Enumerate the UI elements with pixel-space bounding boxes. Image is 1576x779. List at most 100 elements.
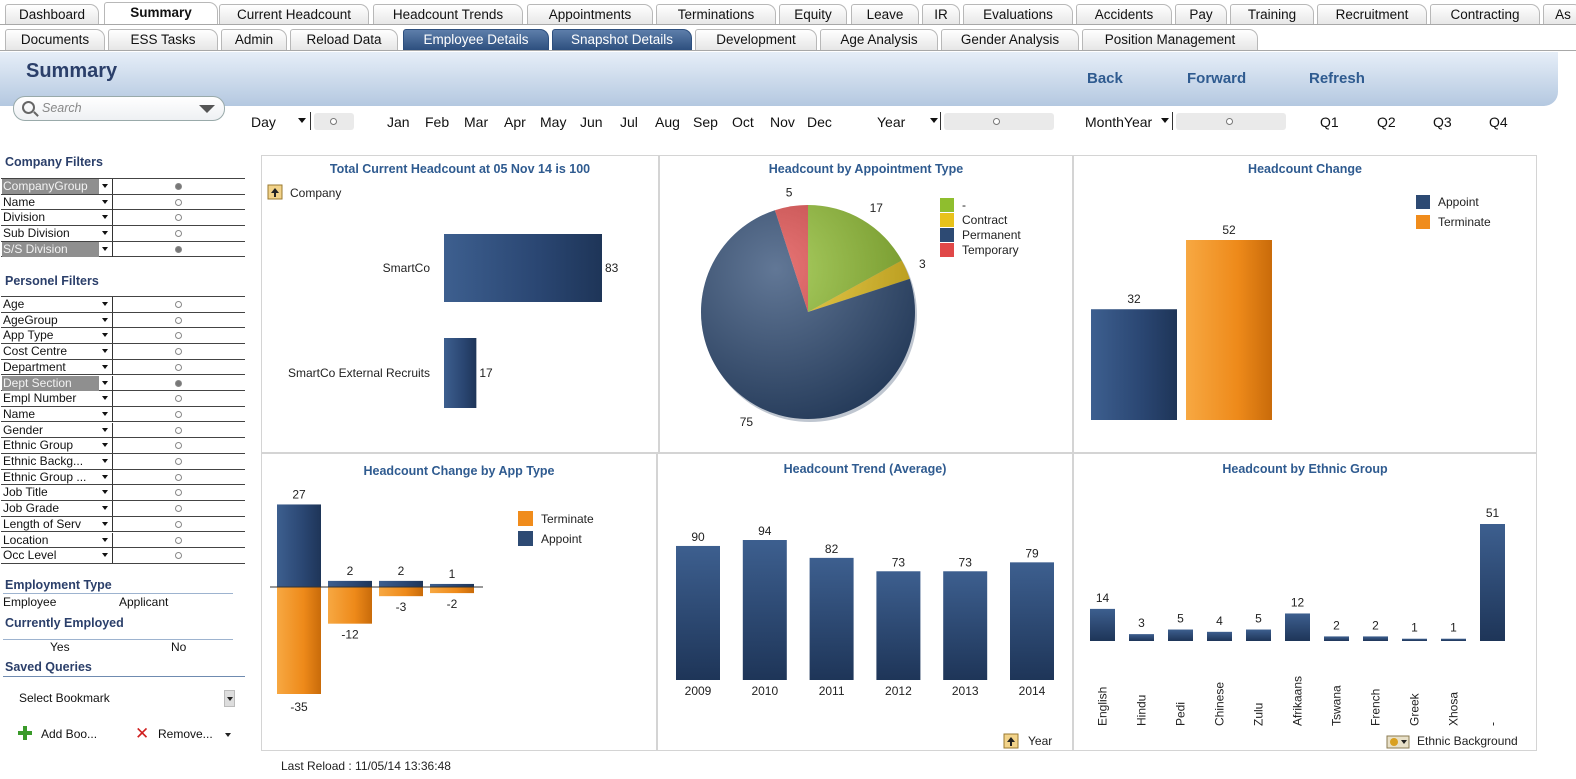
filter-row[interactable]: Ethnic Backg... [1,454,245,470]
bar-terminate[interactable] [430,587,474,594]
bar[interactable] [1441,638,1466,641]
month-jan[interactable]: Jan [387,114,410,130]
filter-slider-knob[interactable] [175,230,182,238]
chevron-down-icon[interactable] [1161,118,1169,123]
chevron-down-icon[interactable] [102,317,108,322]
bar[interactable] [1129,634,1154,641]
tab-terminations[interactable]: Terminations [656,4,776,25]
month-dec[interactable]: Dec [807,114,832,130]
filter-row[interactable]: Age [1,297,245,313]
quarter-q4[interactable]: Q4 [1489,114,1508,130]
month-jun[interactable]: Jun [580,114,603,130]
search-box[interactable]: Search [13,96,225,121]
filter-row[interactable]: Empl Number [1,391,245,407]
filter-row[interactable]: Location [1,532,245,548]
filter-slider-knob[interactable] [175,520,182,528]
bar[interactable] [1402,638,1427,641]
forward-button[interactable]: Forward [1187,70,1247,87]
day-filter-label[interactable]: Day [251,114,276,130]
refresh-button[interactable]: Refresh [1309,70,1365,87]
filter-label[interactable]: Cost Centre [3,344,68,359]
tab-age-analysis[interactable]: Age Analysis [820,29,938,50]
filter-slider-knob[interactable] [175,301,182,308]
bar[interactable] [444,338,477,408]
employment-type-employee[interactable]: Employee [3,595,57,609]
chevron-down-icon[interactable] [102,215,108,220]
bar[interactable] [1324,636,1349,641]
employment-type-applicant[interactable]: Applicant [119,595,169,609]
filter-slider-knob[interactable] [175,426,182,434]
bar-appoint[interactable] [430,583,474,587]
tab-accidents[interactable]: Accidents [1076,4,1172,25]
chevron-down-icon[interactable] [102,537,108,542]
filter-label[interactable]: CompanyGroup [2,179,99,194]
filter-row[interactable]: Name [1,194,245,211]
chevron-down-icon[interactable] [102,411,108,416]
filter-row[interactable]: Gender [1,422,245,439]
bar[interactable] [1010,562,1054,680]
filter-label[interactable]: AgeGroup [3,312,58,327]
filter-label[interactable]: Empl Number [3,391,77,406]
slider-knob[interactable] [1226,118,1233,125]
tab-dashboard[interactable]: Dashboard [5,4,99,25]
bar[interactable] [1091,309,1177,420]
chevron-down-icon[interactable] [102,302,108,306]
chevron-down-icon[interactable] [102,506,108,511]
chevron-down-icon[interactable] [102,380,108,385]
bookmark-dropdown[interactable] [224,690,235,707]
month-apr[interactable]: Apr [504,114,526,130]
filter-slider-knob[interactable] [175,363,182,371]
tab-appointments[interactable]: Appointments [527,4,653,25]
filter-row[interactable]: Cost Centre [1,344,245,360]
tab-overflow[interactable]: As [1543,4,1576,25]
currently-employed-yes[interactable]: Yes [50,640,70,654]
bar[interactable] [1285,613,1310,641]
bar-terminate[interactable] [277,587,321,694]
tab-position-management[interactable]: Position Management [1082,29,1258,50]
chevron-down-icon[interactable] [930,118,938,123]
filter-label[interactable]: Gender [3,422,44,437]
tab-training[interactable]: Training [1230,4,1314,25]
filter-label[interactable]: Sub Division [3,226,70,241]
tab-summary[interactable]: Summary [104,2,218,25]
filter-slider-knob[interactable] [175,348,182,356]
filter-label[interactable]: Job Grade [3,501,60,516]
filter-label[interactable]: Department [3,359,66,374]
filter-label[interactable]: Name [3,194,36,209]
bar[interactable] [1363,636,1388,641]
tab-development[interactable]: Development [695,29,817,50]
filter-slider-knob[interactable] [175,505,182,513]
tab-leave[interactable]: Leave [851,4,919,25]
filter-label[interactable]: Division [3,210,46,225]
chevron-down-icon[interactable] [102,246,108,251]
chevron-down-icon[interactable] [102,521,108,526]
day-slider[interactable] [314,113,354,130]
bar[interactable] [1186,240,1272,420]
chevron-down-icon[interactable] [102,396,108,401]
bar[interactable] [444,234,602,302]
chevron-down-icon[interactable] [102,553,108,558]
filter-label[interactable]: Length of Serv [3,516,82,531]
filter-row[interactable]: Job Title [1,485,245,501]
quarter-q2[interactable]: Q2 [1377,114,1396,130]
filter-slider-knob[interactable] [175,442,182,450]
filter-row[interactable]: App Type [1,328,245,344]
remove-bookmark-button[interactable]: Remove... [158,727,213,741]
filter-slider-knob[interactable] [175,198,182,206]
chevron-down-icon[interactable] [102,474,108,479]
monthyear-slider[interactable] [1176,113,1286,130]
chevron-down-icon[interactable] [102,184,108,188]
filter-label[interactable]: Dept Section [2,375,99,391]
bar[interactable] [1090,608,1115,641]
tab-headcount-trends[interactable]: Headcount Trends [373,4,523,25]
chevron-down-icon[interactable] [225,733,231,737]
filter-label[interactable]: Occ Level [3,548,57,563]
filter-row[interactable]: AgeGroup [1,312,245,329]
bar[interactable] [1480,524,1505,641]
filter-slider-knob[interactable] [175,316,182,324]
filter-slider-knob[interactable] [175,552,182,560]
monthyear-filter-label[interactable]: MonthYear [1085,114,1153,130]
back-button[interactable]: Back [1087,70,1123,87]
tab-ir[interactable]: IR [922,4,960,25]
filter-row[interactable]: Name [1,406,245,423]
